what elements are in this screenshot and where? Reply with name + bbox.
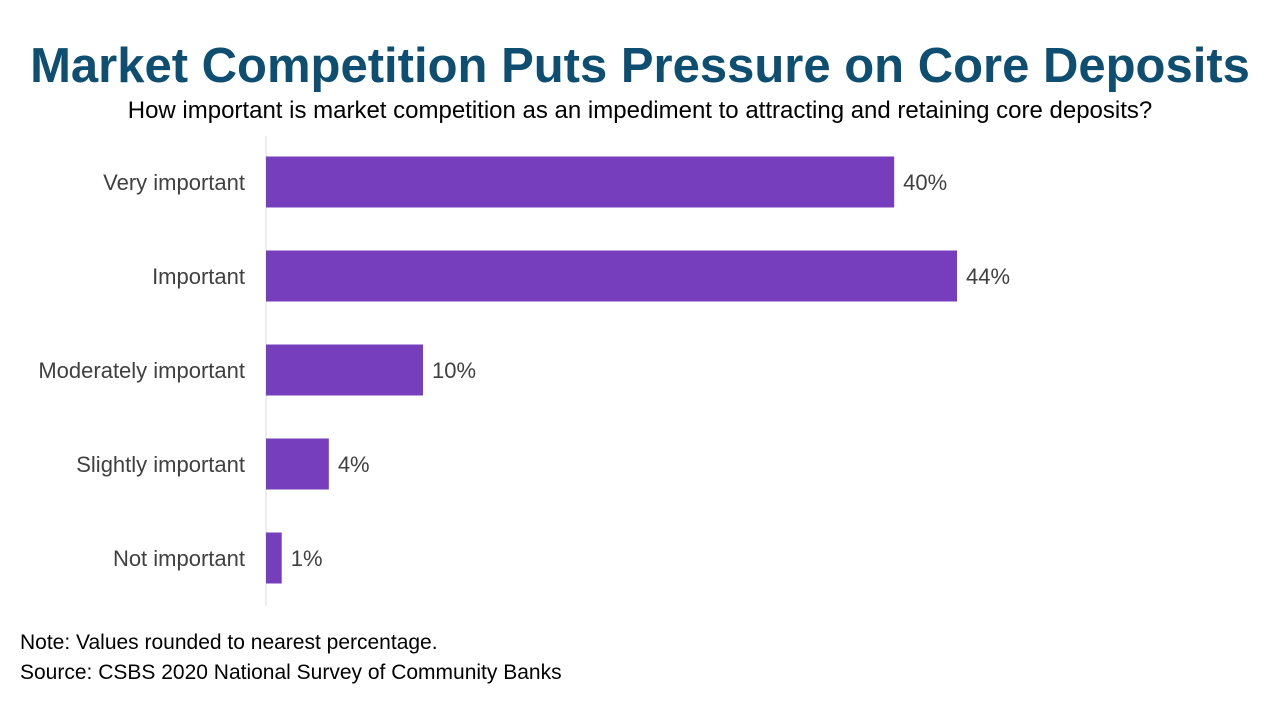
chart-note: Note: Values rounded to nearest percenta…	[20, 631, 438, 654]
bar	[266, 250, 957, 302]
category-label: Slightly important	[76, 452, 245, 477]
category-label: Moderately important	[38, 358, 245, 383]
value-label: 40%	[903, 170, 947, 195]
bar	[266, 438, 329, 490]
bars-group: Very important 40% Important 44% Moderately …	[38, 156, 1010, 584]
chart-source: Source: CSBS 2020 National Survey of Com…	[20, 661, 562, 684]
category-label: Important	[152, 264, 245, 289]
value-label: 4%	[338, 452, 370, 477]
bar	[266, 156, 895, 208]
bar	[266, 532, 282, 584]
value-label: 44%	[966, 264, 1010, 289]
category-label: Very important	[103, 170, 245, 195]
category-label: Not important	[113, 546, 245, 571]
value-label: 10%	[432, 358, 476, 383]
bar	[266, 344, 424, 396]
value-label: 1%	[291, 546, 323, 571]
chart-subtitle: How important is market competition as a…	[127, 97, 1153, 124]
chart-title: Market Competition Puts Pressure on Core…	[30, 39, 1250, 93]
